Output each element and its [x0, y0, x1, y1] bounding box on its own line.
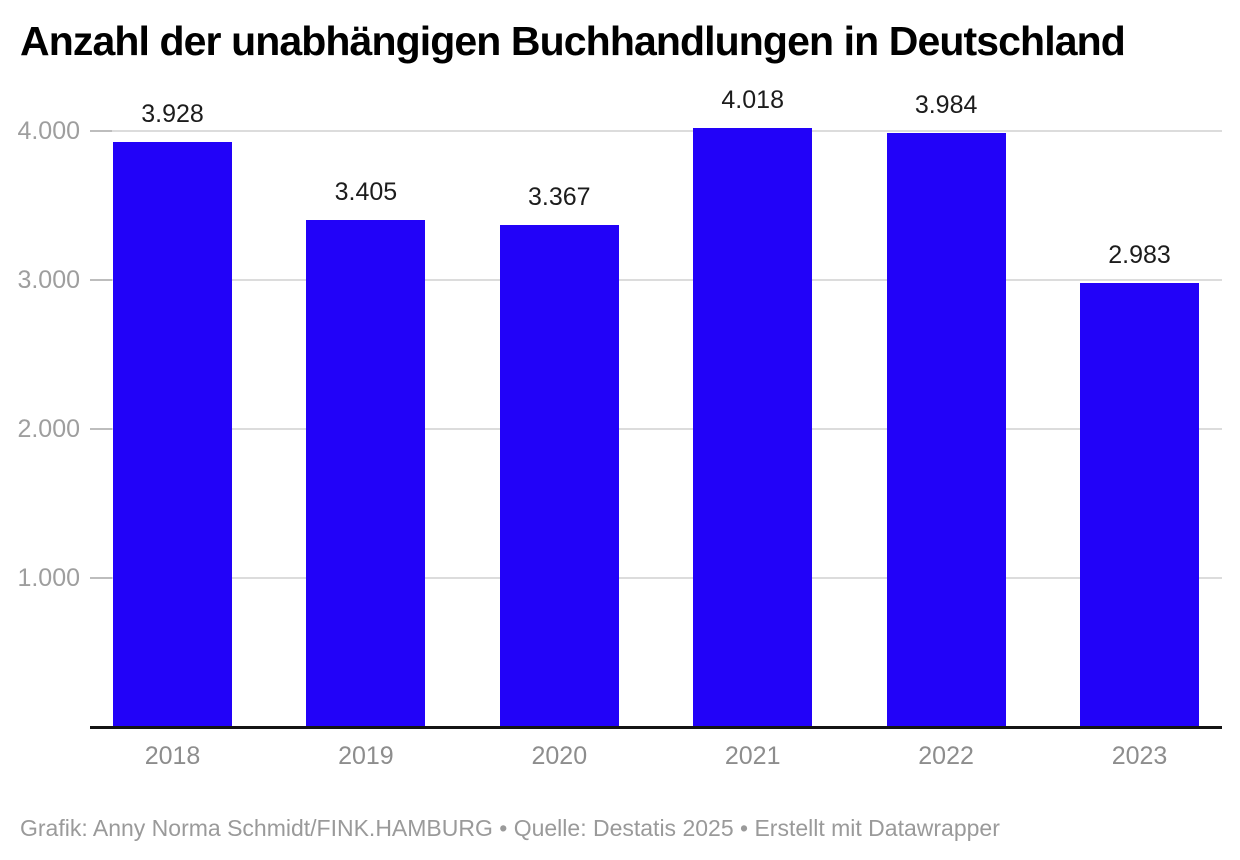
bar-2023	[1080, 282, 1199, 727]
bar-2019	[306, 219, 426, 727]
y-tick-label: 2.000	[17, 415, 80, 443]
y-tick-label: 1.000	[17, 564, 80, 592]
bar-2022	[886, 133, 1006, 727]
y-gridline	[90, 428, 1222, 430]
bar-value-label: 3.928	[141, 99, 204, 128]
y-gridline	[90, 577, 1222, 579]
bar-value-label: 4.018	[721, 86, 784, 115]
y-tick-mark	[90, 577, 112, 579]
bar-2018	[113, 141, 232, 727]
bar-value-label: 3.405	[334, 177, 398, 206]
bar-2020	[499, 225, 619, 727]
x-axis-baseline	[90, 726, 1222, 729]
y-tick-mark	[90, 428, 112, 430]
bar-value-label: 2.983	[1108, 240, 1171, 269]
y-gridline	[90, 279, 1222, 281]
bar-2021	[693, 128, 813, 727]
y-tick-label: 3.000	[17, 266, 80, 294]
x-tick-label: 2020	[531, 742, 588, 770]
y-gridline	[90, 130, 1222, 132]
y-tick-label: 4.000	[17, 117, 80, 145]
chart-title: Anzahl der unabhängigen Buchhandlungen i…	[20, 18, 1126, 64]
x-tick-label: 2018	[144, 742, 201, 770]
x-tick-label: 2022	[918, 742, 974, 770]
x-tick-label: 2023	[1111, 742, 1168, 770]
x-tick-label: 2021	[724, 742, 781, 770]
bar-value-label: 3.367	[528, 183, 591, 212]
bar-value-label: 3.984	[914, 91, 978, 120]
x-tick-label: 2019	[338, 742, 394, 770]
chart-footer-credit: Grafik: Anny Norma Schmidt/FINK.HAMBURG …	[20, 815, 1000, 841]
y-tick-mark	[90, 279, 112, 281]
y-tick-mark	[90, 130, 112, 132]
